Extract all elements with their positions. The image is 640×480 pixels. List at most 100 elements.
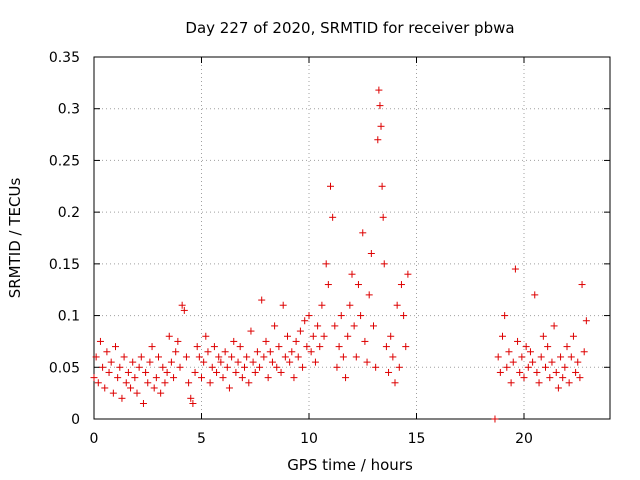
data-point bbox=[137, 353, 145, 361]
data-point bbox=[379, 213, 387, 221]
data-point bbox=[223, 363, 231, 371]
data-point bbox=[561, 363, 569, 371]
data-point bbox=[232, 368, 240, 376]
data-point bbox=[120, 353, 128, 361]
data-point bbox=[387, 332, 395, 340]
data-point bbox=[243, 353, 251, 361]
data-point bbox=[514, 337, 522, 345]
data-point bbox=[557, 353, 565, 361]
data-point bbox=[157, 389, 165, 397]
data-point bbox=[281, 353, 289, 361]
data-point bbox=[352, 353, 360, 361]
data-point bbox=[544, 343, 552, 351]
data-point bbox=[346, 301, 354, 309]
data-point bbox=[251, 368, 259, 376]
data-point bbox=[279, 301, 287, 309]
data-point bbox=[526, 348, 534, 356]
data-point bbox=[576, 374, 584, 382]
plot-frame bbox=[93, 56, 611, 420]
data-point bbox=[219, 374, 227, 382]
data-point bbox=[260, 353, 268, 361]
data-point bbox=[155, 353, 162, 361]
data-point bbox=[284, 332, 291, 340]
data-point bbox=[400, 312, 408, 320]
data-point bbox=[320, 332, 328, 340]
data-point bbox=[322, 260, 330, 268]
data-point bbox=[208, 363, 216, 371]
data-point bbox=[397, 281, 405, 289]
data-point bbox=[361, 337, 369, 345]
data-point bbox=[539, 332, 547, 340]
data-point bbox=[339, 353, 347, 361]
data-point bbox=[200, 358, 208, 366]
y-tick-label: 0 bbox=[71, 412, 80, 428]
data-point bbox=[116, 363, 124, 371]
data-point bbox=[152, 374, 160, 382]
data-point bbox=[524, 363, 532, 371]
data-point bbox=[535, 379, 543, 387]
data-point bbox=[112, 343, 119, 351]
data-point bbox=[357, 312, 365, 320]
data-point bbox=[124, 368, 132, 376]
data-point bbox=[491, 415, 499, 423]
data-point bbox=[559, 374, 567, 382]
data-point bbox=[122, 379, 130, 387]
data-point bbox=[582, 317, 590, 325]
data-point bbox=[389, 353, 397, 361]
data-point bbox=[363, 358, 371, 366]
data-point bbox=[262, 337, 270, 345]
data-point bbox=[247, 327, 255, 335]
data-point bbox=[554, 384, 562, 392]
data-point bbox=[99, 363, 107, 371]
data-point bbox=[367, 250, 375, 258]
data-point bbox=[395, 363, 403, 371]
data-point bbox=[103, 348, 111, 356]
data-point bbox=[507, 379, 515, 387]
data-point bbox=[238, 374, 246, 382]
grid bbox=[94, 57, 610, 419]
data-point bbox=[382, 343, 390, 351]
data-point bbox=[309, 332, 317, 340]
data-point bbox=[249, 358, 257, 366]
y-tick-label: 0.15 bbox=[49, 257, 80, 273]
data-point bbox=[499, 332, 506, 340]
data-point bbox=[266, 348, 274, 356]
data-point bbox=[241, 363, 248, 371]
data-point bbox=[118, 394, 126, 402]
data-point bbox=[225, 384, 233, 392]
axis-ticks: 0 5 10 15 20 0 0.05 0.1 0.15 0.2 0.25 0.3 0.35 bbox=[49, 50, 610, 447]
data-point bbox=[327, 182, 334, 190]
data-point bbox=[520, 374, 528, 382]
data-point bbox=[144, 379, 152, 387]
data-point bbox=[165, 332, 173, 340]
data-point bbox=[333, 363, 341, 371]
x-axis-label: GPS time / hours bbox=[287, 456, 413, 474]
data-point bbox=[268, 358, 276, 366]
data-point bbox=[221, 348, 229, 356]
data-point bbox=[90, 374, 98, 382]
data-point bbox=[172, 348, 180, 356]
data-point bbox=[376, 102, 384, 110]
data-point bbox=[574, 358, 582, 366]
data-point bbox=[273, 363, 281, 371]
y-tick-label: 0.05 bbox=[49, 360, 80, 376]
data-point bbox=[146, 358, 154, 366]
data-point bbox=[314, 322, 322, 330]
data-point bbox=[522, 343, 530, 351]
data-point bbox=[234, 358, 242, 366]
data-point bbox=[150, 384, 158, 392]
data-point bbox=[307, 348, 315, 356]
data-point bbox=[370, 322, 377, 330]
y-tick-label: 0.25 bbox=[49, 153, 80, 169]
data-point bbox=[402, 343, 410, 351]
data-point bbox=[215, 353, 223, 361]
data-point bbox=[230, 337, 238, 345]
data-point bbox=[195, 353, 203, 361]
data-point bbox=[344, 332, 352, 340]
data-point bbox=[94, 379, 102, 387]
data-point bbox=[105, 368, 113, 376]
data-point bbox=[178, 301, 186, 309]
data-point bbox=[159, 363, 167, 371]
data-point bbox=[135, 363, 143, 371]
